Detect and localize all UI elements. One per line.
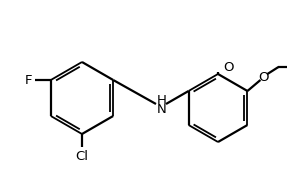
Text: O: O bbox=[258, 70, 269, 84]
Text: H: H bbox=[157, 94, 167, 107]
Text: F: F bbox=[24, 73, 32, 86]
Text: N: N bbox=[157, 102, 167, 116]
Text: Cl: Cl bbox=[75, 150, 88, 163]
Text: O: O bbox=[223, 60, 233, 73]
